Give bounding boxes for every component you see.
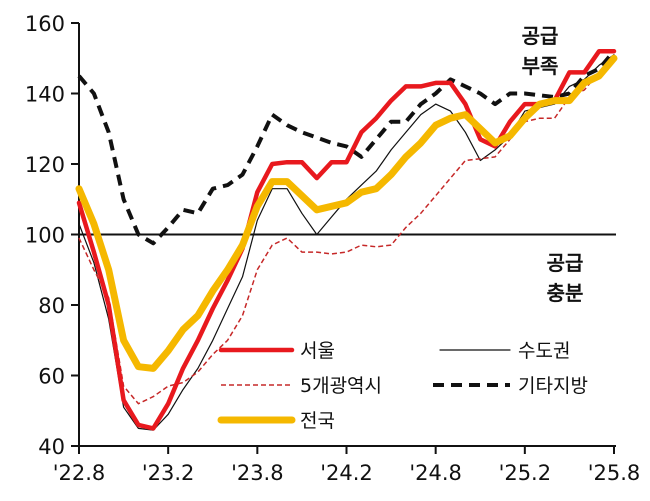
series-line-전국 [75, 54, 618, 372]
legend-label: 전국 [300, 410, 335, 432]
annotation-line: 공급 [547, 251, 584, 275]
legend-item-5개광역시: 5개광역시 [221, 375, 382, 397]
x-tick-label: '24.2 [320, 461, 373, 485]
legend-label: 서울 [300, 340, 335, 362]
y-tick-label: 40 [38, 435, 65, 459]
annotation-line: 공급 [522, 24, 559, 48]
legend-item-서울: 서울 [218, 340, 335, 362]
y-tick-label: 160 [25, 12, 65, 36]
y-tick-label: 100 [25, 224, 65, 248]
legend-item-전국: 전국 [217, 410, 335, 432]
y-tick-label: 120 [25, 153, 65, 177]
legend-item-기타지방: 기타지방 [433, 375, 588, 397]
x-tick-label: '23.8 [231, 461, 284, 485]
series-layer [75, 48, 618, 431]
x-tick-label: '24.8 [409, 461, 462, 485]
legend-label: 5개광역시 [300, 375, 382, 397]
y-tick-label: 80 [38, 294, 65, 318]
legend-label: 기타지방 [518, 375, 588, 397]
x-tick-label: '22.8 [53, 461, 106, 485]
series-line-기타지방 [77, 49, 616, 246]
annotation-line: 충분 [547, 281, 584, 305]
annotation-line: 부족 [522, 54, 559, 78]
series-line-서울 [76, 48, 617, 431]
chart-axes: 40 60 80 100 120 140 160 '22.8 '23.2 '23.8 '24.2 '2… [25, 12, 640, 485]
x-tick-label: '25.2 [499, 461, 552, 485]
x-tick-label: '25.8 [588, 461, 641, 485]
y-tick-label: 140 [25, 83, 65, 107]
legend-label: 수도권 [518, 340, 570, 362]
x-tick-label: '23.2 [142, 461, 195, 485]
legend-item-수도권: 수도권 [439, 340, 570, 362]
y-tick-label: 60 [38, 365, 65, 389]
